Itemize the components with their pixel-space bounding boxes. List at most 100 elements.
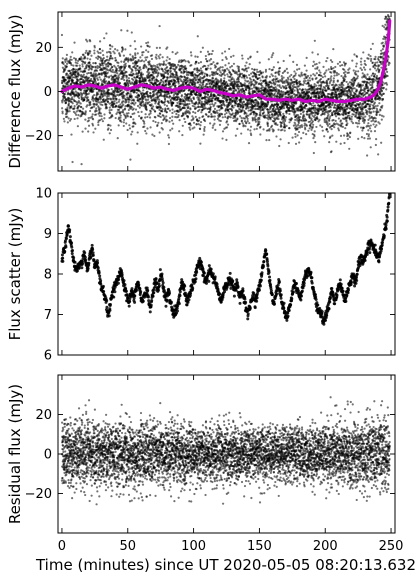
- flux-point: [286, 71, 289, 74]
- flux-point: [166, 96, 169, 99]
- flux-point: [224, 115, 227, 119]
- flux-point: [192, 110, 195, 114]
- flux-point: [323, 87, 327, 90]
- flux-point: [258, 116, 261, 119]
- flux-point: [149, 92, 152, 95]
- flux-point: [283, 106, 286, 110]
- flux-point: [144, 129, 147, 133]
- flux-point: [66, 106, 69, 109]
- flux-point: [80, 77, 83, 81]
- flux-point: [139, 68, 142, 71]
- flux-point: [107, 88, 110, 92]
- flux-point: [134, 53, 137, 57]
- flux-point: [206, 67, 209, 70]
- flux-point: [111, 115, 114, 118]
- flux-point: [73, 92, 76, 95]
- flux-point: [251, 67, 254, 71]
- flux-point: [199, 79, 202, 82]
- flux-point: [138, 94, 141, 97]
- flux-point: [304, 88, 307, 91]
- flux-point: [130, 96, 133, 99]
- flux-point: [103, 90, 106, 93]
- flux-point: [134, 101, 137, 105]
- flux-point: [190, 54, 193, 57]
- flux-point: [213, 103, 216, 106]
- flux-point: [313, 39, 316, 42]
- flux-point: [101, 103, 104, 107]
- flux-point: [128, 98, 131, 101]
- flux-point: [169, 69, 172, 73]
- flux-point: [243, 117, 247, 120]
- flux-point: [112, 105, 115, 108]
- flux-point: [103, 117, 106, 120]
- flux-point: [179, 78, 182, 81]
- flux-point: [84, 61, 87, 64]
- flux-point: [138, 114, 141, 118]
- flux-point: [144, 56, 147, 59]
- flux-point: [196, 81, 200, 84]
- flux-point: [114, 56, 117, 60]
- flux-point: [273, 106, 276, 109]
- flux-point: [287, 78, 290, 81]
- flux-point: [278, 66, 282, 70]
- flux-point: [250, 133, 253, 137]
- flux-point: [171, 127, 174, 130]
- flux-point: [185, 109, 188, 112]
- flux-point: [139, 90, 142, 93]
- flux-point: [298, 80, 302, 83]
- flux-point: [330, 150, 333, 153]
- flux-point: [156, 123, 159, 127]
- flux-point: [203, 75, 206, 78]
- flux-point: [79, 89, 83, 92]
- flux-point: [183, 70, 186, 74]
- flux-point: [103, 94, 107, 97]
- flux-point: [315, 72, 318, 75]
- flux-point: [311, 78, 314, 81]
- flux-point: [320, 85, 323, 88]
- flux-point: [311, 125, 314, 129]
- flux-point: [94, 62, 97, 65]
- flux-point: [70, 83, 73, 86]
- flux-point: [296, 68, 299, 71]
- flux-point: [186, 115, 190, 118]
- flux-point: [149, 110, 152, 113]
- flux-point: [293, 70, 296, 73]
- flux-point: [223, 104, 226, 107]
- flux-point: [92, 105, 96, 108]
- flux-point: [69, 71, 73, 74]
- flux-point: [128, 64, 131, 68]
- flux-point: [122, 54, 126, 57]
- flux-point: [223, 77, 226, 80]
- flux-point: [229, 75, 232, 78]
- flux-point: [189, 108, 192, 111]
- flux-point: [283, 126, 287, 129]
- flux-point: [221, 69, 224, 72]
- flux-point: [97, 106, 100, 109]
- flux-point: [131, 130, 134, 133]
- flux-point: [158, 24, 161, 28]
- flux-point: [87, 119, 90, 122]
- flux-point: [91, 124, 95, 127]
- flux-point: [111, 45, 114, 48]
- flux-point: [161, 68, 164, 71]
- flux-point: [92, 65, 95, 69]
- flux-point: [248, 121, 251, 125]
- flux-point: [177, 82, 180, 85]
- flux-point: [226, 108, 229, 112]
- flux-point: [131, 69, 134, 72]
- flux-point: [241, 57, 244, 60]
- flux-point: [332, 67, 335, 70]
- flux-point: [110, 108, 113, 111]
- flux-point: [163, 93, 166, 96]
- flux-point: [329, 135, 332, 138]
- flux-point: [143, 63, 146, 66]
- flux-point: [148, 63, 152, 66]
- flux-point: [315, 96, 318, 99]
- flux-point: [111, 65, 114, 69]
- flux-point: [254, 118, 257, 121]
- flux-point: [98, 114, 101, 117]
- flux-point: [85, 38, 88, 41]
- flux-point: [70, 105, 73, 108]
- flux-point: [292, 104, 296, 107]
- flux-point: [258, 76, 261, 80]
